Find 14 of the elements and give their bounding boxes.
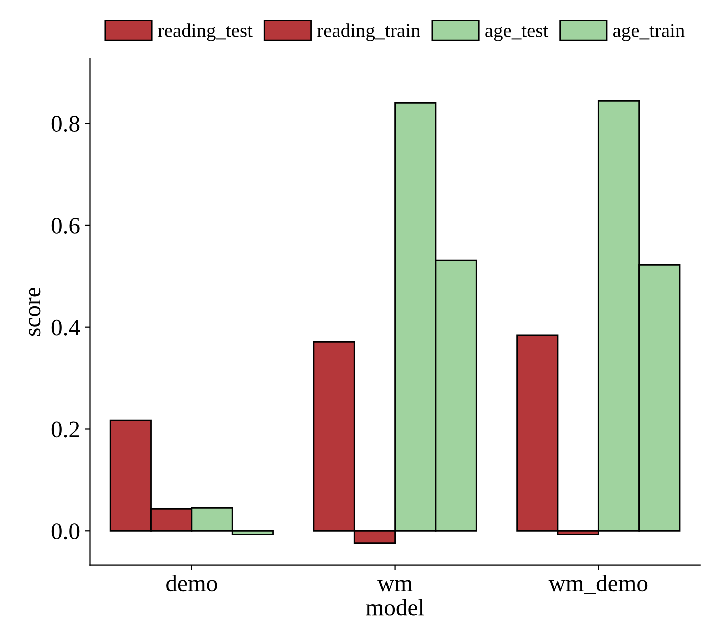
legend-label: reading_train	[318, 24, 420, 42]
legend-label: age_train	[614, 24, 685, 42]
x-tick-label: wm	[378, 580, 413, 592]
y-tick-label: 0.8	[52, 116, 80, 132]
x-tick-label: demo	[166, 574, 218, 592]
y-axis-title: score	[29, 288, 41, 336]
x-tick-label: wm_demo	[548, 574, 648, 594]
legend-label: reading_test	[158, 24, 253, 42]
y-tick-label: 0.0	[52, 524, 80, 540]
x-axis-title: model	[366, 599, 424, 616]
y-tick-label: 0.6	[52, 218, 80, 234]
y-tick-label: 0.4	[52, 320, 80, 336]
y-tick-label: 0.2	[52, 422, 80, 438]
legend-label: age_test	[486, 26, 549, 42]
